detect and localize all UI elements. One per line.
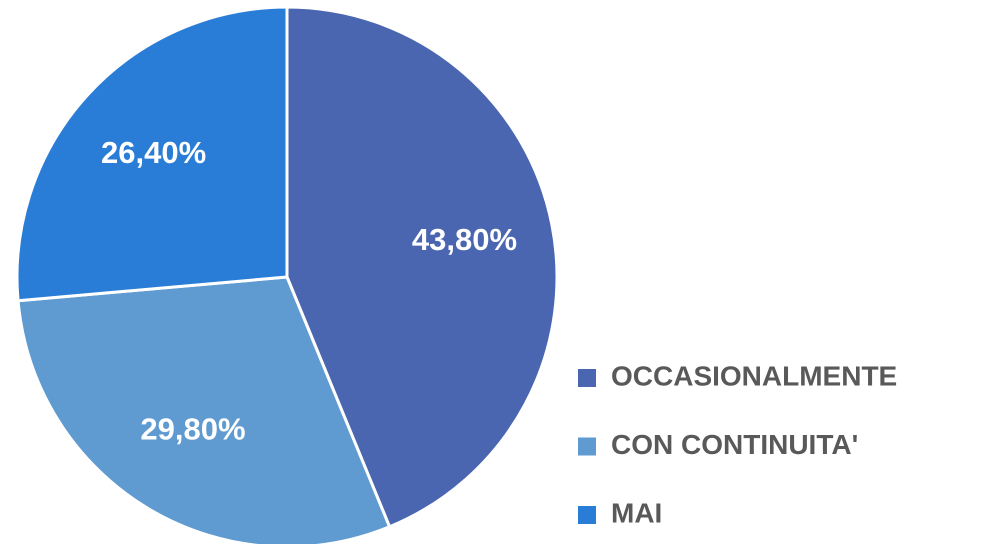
pie-slice (16, 275, 392, 544)
legend-label: OCCASIONALMENTE (611, 360, 897, 391)
legend-swatch (578, 437, 596, 456)
legend-swatch (578, 369, 596, 387)
pie-slice (285, 5, 559, 529)
legend-label: CON CONTINUITA' (611, 429, 858, 460)
data-label: 26,40% (101, 135, 206, 170)
data-label: 29,80% (140, 412, 245, 447)
legend-swatch (578, 506, 596, 524)
pie-slice (15, 5, 289, 303)
data-label: 43,80% (412, 222, 517, 257)
legend-label: MAI (611, 497, 662, 528)
